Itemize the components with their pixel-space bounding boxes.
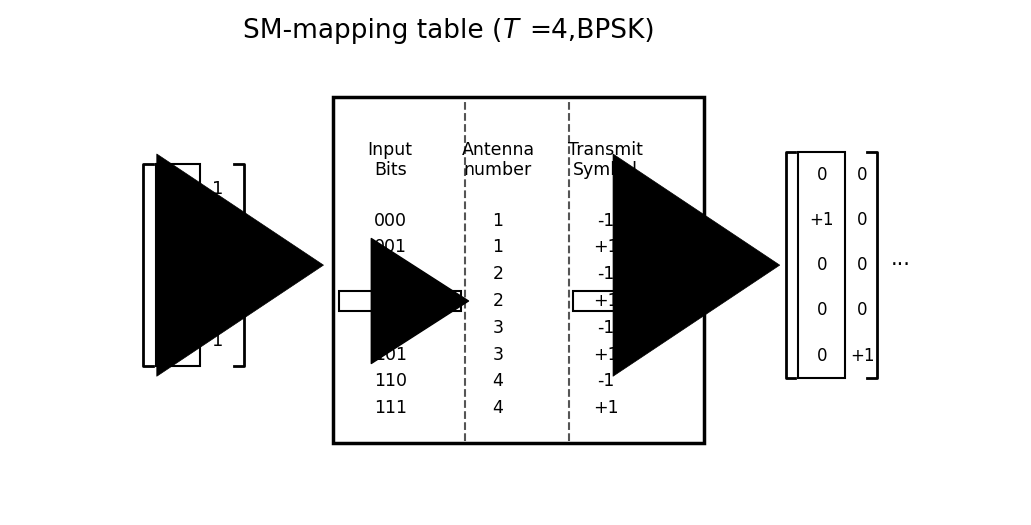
Text: 1: 1 — [172, 231, 184, 249]
Text: 000: 000 — [373, 212, 406, 229]
Text: 1: 1 — [172, 281, 184, 299]
Text: +1: +1 — [851, 346, 874, 365]
Text: 4: 4 — [493, 372, 503, 391]
Text: 010: 010 — [373, 265, 406, 283]
Text: 0: 0 — [817, 256, 827, 274]
Text: 1: 1 — [212, 332, 224, 350]
Text: =4,BPSK): =4,BPSK) — [529, 18, 655, 45]
Text: Input
Bits: Input Bits — [368, 141, 412, 180]
Text: 0: 0 — [172, 180, 184, 198]
Text: 0: 0 — [817, 346, 827, 365]
Text: 100: 100 — [373, 319, 406, 337]
Bar — [798, 152, 844, 379]
Text: 1: 1 — [493, 238, 503, 256]
Text: ···: ··· — [891, 255, 911, 275]
Text: 0: 0 — [857, 165, 868, 184]
Text: 1: 1 — [212, 231, 224, 249]
Text: +1: +1 — [809, 211, 834, 229]
Text: -1: -1 — [597, 372, 614, 391]
Text: 3: 3 — [493, 345, 503, 364]
Text: 1: 1 — [212, 180, 224, 198]
Text: -1: -1 — [597, 319, 614, 337]
Text: -1: -1 — [597, 212, 614, 229]
Text: 0: 0 — [857, 301, 868, 319]
Text: 0: 0 — [817, 165, 827, 184]
Bar — [156, 164, 200, 366]
Text: 1: 1 — [212, 281, 224, 299]
Text: +1: +1 — [593, 238, 619, 256]
Text: Antenna
number: Antenna number — [462, 141, 534, 180]
Text: +1: +1 — [593, 292, 619, 310]
Text: 1: 1 — [493, 212, 503, 229]
Text: 0: 0 — [857, 256, 868, 274]
Text: 2: 2 — [493, 265, 503, 283]
Text: 001: 001 — [373, 238, 406, 256]
Text: 111: 111 — [373, 399, 406, 417]
Text: 0: 0 — [857, 211, 868, 229]
Text: -1: -1 — [597, 265, 614, 283]
Text: 3: 3 — [493, 319, 503, 337]
Text: 2: 2 — [493, 292, 503, 310]
Text: $\mathit{T}$: $\mathit{T}$ — [502, 18, 522, 45]
Text: +1: +1 — [593, 399, 619, 417]
Text: 0: 0 — [817, 301, 827, 319]
Text: 011: 011 — [373, 292, 406, 310]
Text: +1: +1 — [593, 345, 619, 364]
Bar — [339, 291, 461, 311]
Text: 4: 4 — [493, 399, 503, 417]
Text: ···: ··· — [262, 255, 281, 275]
Text: Transmit
Symbol: Transmit Symbol — [568, 141, 643, 180]
Text: 101: 101 — [373, 345, 406, 364]
Bar — [573, 291, 699, 311]
Text: 1: 1 — [172, 332, 184, 350]
Text: SM-mapping table (: SM-mapping table ( — [243, 18, 502, 45]
Bar — [333, 97, 704, 443]
Text: 110: 110 — [373, 372, 406, 391]
